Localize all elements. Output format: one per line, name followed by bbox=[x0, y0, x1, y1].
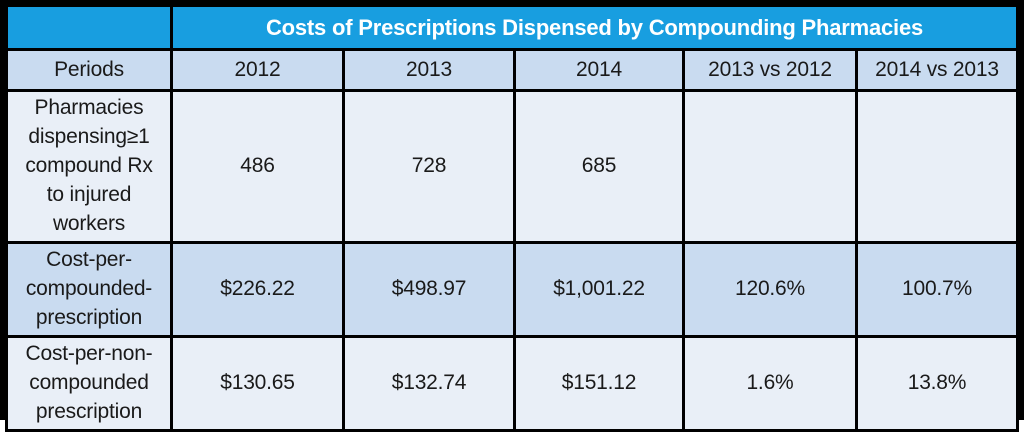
cell-noncompounded-2013-vs-2012: 1.6% bbox=[682, 334, 858, 432]
col-header-2014: 2014 bbox=[513, 48, 685, 92]
cell-compounded-2014-vs-2013: 100.7% bbox=[855, 240, 1019, 338]
row-label-noncompounded-cost: Cost-per-non- compounded prescription bbox=[5, 334, 173, 432]
cell-compounded-2013-vs-2012: 120.6% bbox=[682, 240, 858, 338]
row-label-pharmacies: Pharmacies dispensing≥1 compound Rx to i… bbox=[5, 89, 173, 244]
col-header-2013-vs-2012: 2013 vs 2012 bbox=[682, 48, 858, 92]
cell-pharmacies-2013: 728 bbox=[342, 89, 516, 244]
cell-noncompounded-2013: $132.74 bbox=[342, 334, 516, 432]
cell-pharmacies-2013-vs-2012 bbox=[682, 89, 858, 244]
table-row-noncompounded-cost: Cost-per-non- compounded prescription $1… bbox=[5, 334, 1019, 432]
cell-pharmacies-2014-vs-2013 bbox=[855, 89, 1019, 244]
col-header-periods: Periods bbox=[5, 48, 173, 92]
cell-compounded-2012: $226.22 bbox=[170, 240, 345, 338]
cell-pharmacies-2014: 685 bbox=[513, 89, 685, 244]
col-header-2012: 2012 bbox=[170, 48, 345, 92]
cell-compounded-2013: $498.97 bbox=[342, 240, 516, 338]
column-header-row: Periods 2012 2013 2014 2013 vs 2012 2014… bbox=[5, 48, 1019, 92]
cell-compounded-2014: $1,001.22 bbox=[513, 240, 685, 338]
costs-table: Costs of Prescriptions Dispensed by Comp… bbox=[5, 4, 1019, 432]
col-header-2013: 2013 bbox=[342, 48, 516, 92]
table-row-compounded-cost: Cost-per- compounded- prescription $226.… bbox=[5, 240, 1019, 338]
col-header-2014-vs-2013: 2014 vs 2013 bbox=[855, 48, 1019, 92]
table-row-pharmacies: Pharmacies dispensing≥1 compound Rx to i… bbox=[5, 89, 1019, 244]
cell-pharmacies-2012: 486 bbox=[170, 89, 345, 244]
row-label-compounded-cost: Cost-per- compounded- prescription bbox=[5, 240, 173, 338]
cell-noncompounded-2012: $130.65 bbox=[170, 334, 345, 432]
title-row: Costs of Prescriptions Dispensed by Comp… bbox=[5, 4, 1019, 51]
cell-noncompounded-2014: $151.12 bbox=[513, 334, 685, 432]
corner-cell bbox=[5, 4, 173, 51]
table-title: Costs of Prescriptions Dispensed by Comp… bbox=[170, 4, 1019, 51]
cell-noncompounded-2014-vs-2013: 13.8% bbox=[855, 334, 1019, 432]
